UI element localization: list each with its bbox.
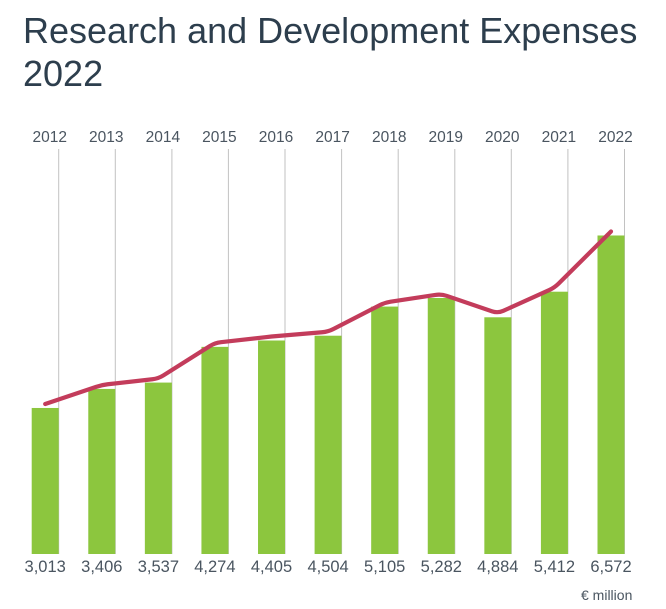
svg-text:3,013: 3,013 — [25, 558, 66, 576]
svg-text:2019: 2019 — [429, 129, 463, 146]
svg-text:4,504: 4,504 — [307, 558, 348, 576]
svg-text:5,282: 5,282 — [421, 558, 462, 576]
svg-text:2020: 2020 — [485, 129, 520, 146]
svg-text:2013: 2013 — [89, 129, 123, 146]
svg-text:3,406: 3,406 — [81, 558, 122, 576]
svg-text:2017: 2017 — [315, 129, 349, 146]
svg-text:4,405: 4,405 — [251, 558, 292, 576]
svg-text:4,274: 4,274 — [194, 558, 235, 576]
svg-text:3,537: 3,537 — [138, 558, 179, 576]
svg-text:2018: 2018 — [372, 129, 406, 146]
svg-text:5,105: 5,105 — [364, 558, 405, 576]
svg-text:2021: 2021 — [542, 129, 576, 146]
svg-text:2012: 2012 — [32, 129, 66, 146]
svg-text:5,412: 5,412 — [534, 558, 575, 576]
svg-text:2014: 2014 — [146, 129, 181, 146]
svg-text:2022: 2022 — [598, 129, 632, 146]
svg-text:2015: 2015 — [202, 129, 236, 146]
svg-text:4,884: 4,884 — [477, 558, 518, 576]
svg-text:6,572: 6,572 — [590, 558, 631, 576]
svg-text:2016: 2016 — [259, 129, 293, 146]
